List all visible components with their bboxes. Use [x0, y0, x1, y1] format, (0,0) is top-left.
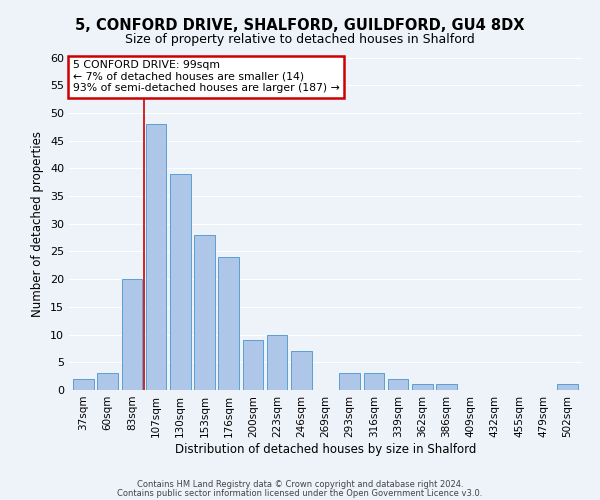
Bar [436, 384, 457, 390]
Bar [388, 379, 409, 390]
Bar [364, 374, 384, 390]
Bar [267, 334, 287, 390]
Bar [412, 384, 433, 390]
Text: 5 CONFORD DRIVE: 99sqm
← 7% of detached houses are smaller (14)
93% of semi-deta: 5 CONFORD DRIVE: 99sqm ← 7% of detached … [73, 60, 340, 94]
Bar [557, 384, 578, 390]
Bar [291, 351, 311, 390]
Y-axis label: Number of detached properties: Number of detached properties [31, 130, 44, 317]
Text: 5, CONFORD DRIVE, SHALFORD, GUILDFORD, GU4 8DX: 5, CONFORD DRIVE, SHALFORD, GUILDFORD, G… [75, 18, 525, 32]
Bar [218, 257, 239, 390]
Bar [242, 340, 263, 390]
Bar [194, 235, 215, 390]
Bar [146, 124, 166, 390]
Title: Size of property relative to detached houses in Shalford: Size of property relative to detached ho… [0, 499, 1, 500]
Bar [73, 379, 94, 390]
Bar [97, 374, 118, 390]
X-axis label: Distribution of detached houses by size in Shalford: Distribution of detached houses by size … [175, 442, 476, 456]
Text: Contains HM Land Registry data © Crown copyright and database right 2024.: Contains HM Land Registry data © Crown c… [137, 480, 463, 489]
Text: Size of property relative to detached houses in Shalford: Size of property relative to detached ho… [125, 32, 475, 46]
Bar [340, 374, 360, 390]
Bar [170, 174, 191, 390]
Bar [122, 279, 142, 390]
Text: Contains public sector information licensed under the Open Government Licence v3: Contains public sector information licen… [118, 488, 482, 498]
